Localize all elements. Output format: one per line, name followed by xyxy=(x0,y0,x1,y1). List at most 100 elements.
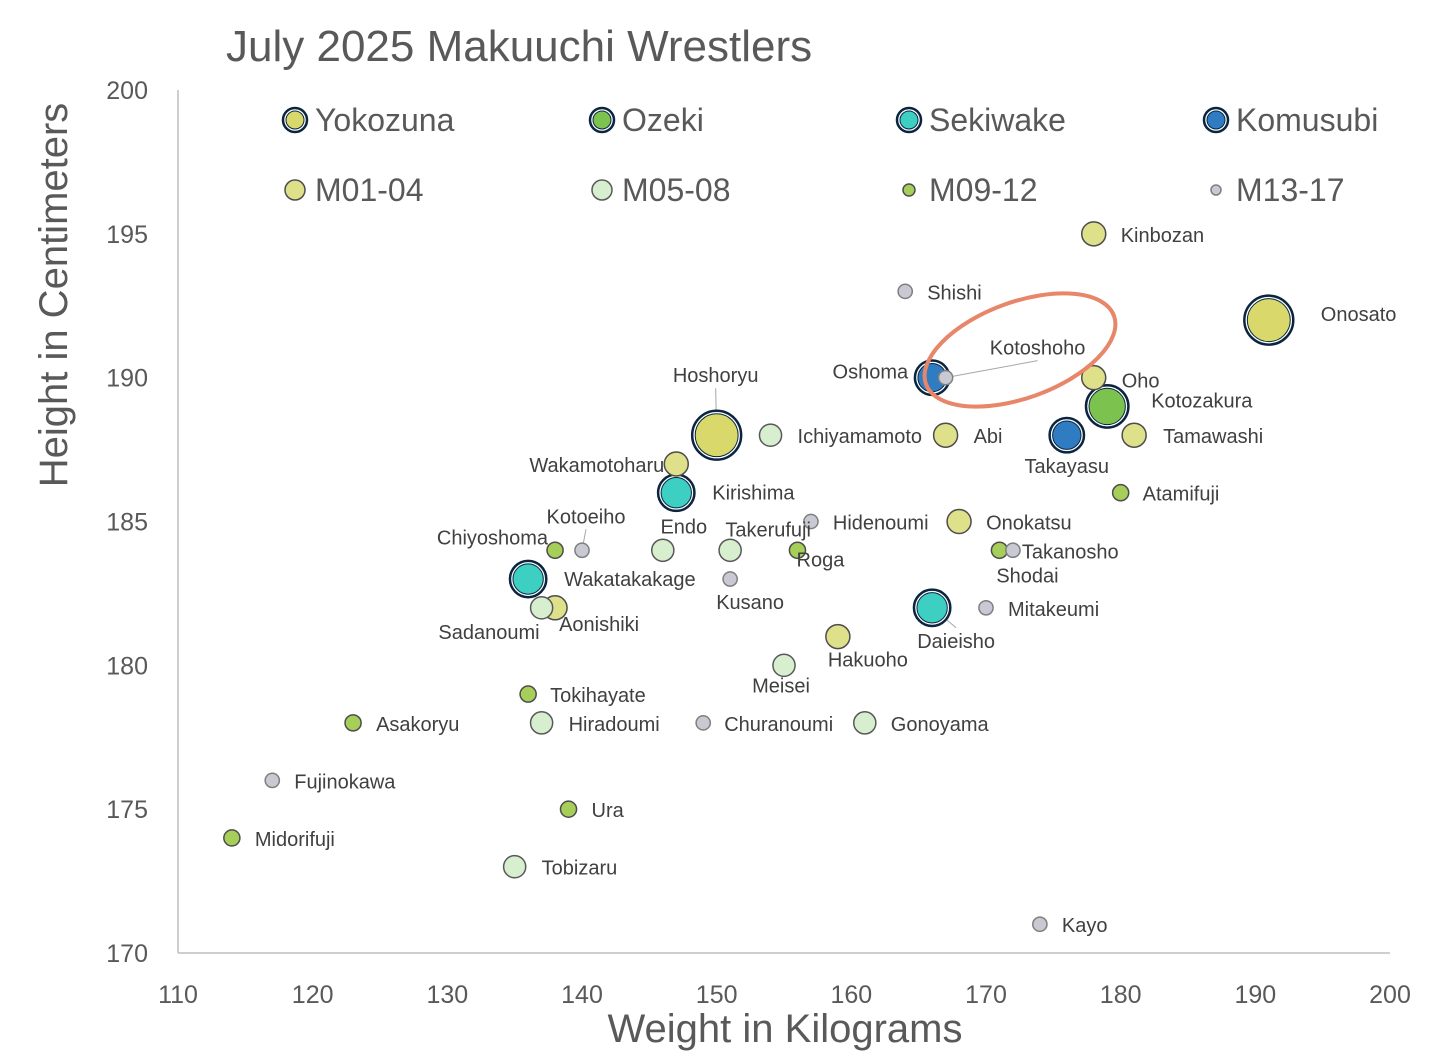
leader-kotoshoho xyxy=(945,360,1038,379)
label-gonoyama: Gonoyama xyxy=(891,714,990,736)
label-kinbozan: Kinbozan xyxy=(1121,225,1204,247)
point-takerufuji xyxy=(718,538,742,563)
label-endo: Endo xyxy=(660,516,707,538)
point-tamawashi xyxy=(1121,422,1147,448)
legend-item-komusubi: Komusubi xyxy=(1202,102,1378,138)
legend-item-m01-04: M01-04 xyxy=(284,172,424,208)
label-takerufuji: Takerufuji xyxy=(725,519,811,541)
highlight-ellipse xyxy=(922,291,1118,409)
label-takayasu: Takayasu xyxy=(1025,456,1110,478)
label-kotoeiho: Kotoeiho xyxy=(547,506,626,528)
point-onosato xyxy=(1243,294,1295,346)
y-tick-190: 190 xyxy=(106,365,148,393)
label-tamawashi: Tamawashi xyxy=(1163,426,1263,448)
point-meisei xyxy=(772,653,796,678)
label-hakuoho: Hakuoho xyxy=(828,650,908,672)
legend-swatch xyxy=(1210,184,1222,196)
label-tokihayate: Tokihayate xyxy=(550,685,646,707)
legend-label: Ozeki xyxy=(622,102,704,138)
legend-item-yokozuna: Yokozuna xyxy=(281,102,455,138)
point-kirishima xyxy=(656,473,696,513)
legend-label: M13-17 xyxy=(1236,172,1345,208)
label-shodai: Shodai xyxy=(996,565,1058,587)
label-oshoma: Oshoma xyxy=(833,362,909,384)
label-kusano: Kusano xyxy=(716,592,784,614)
legend-label: Yokozuna xyxy=(315,102,455,138)
label-atamifuji: Atamifuji xyxy=(1143,484,1220,506)
y-tick-185: 185 xyxy=(106,509,148,537)
point-shishi xyxy=(897,283,914,300)
point-gonoyama xyxy=(852,711,877,735)
label-kayo: Kayo xyxy=(1062,915,1108,937)
point-hakuoho xyxy=(825,623,851,650)
point-takanosho xyxy=(1005,542,1021,559)
legend-label: M01-04 xyxy=(315,172,424,208)
x-tick-130: 130 xyxy=(426,981,468,1009)
x-tick-190: 190 xyxy=(1234,981,1276,1009)
legend-swatch xyxy=(284,179,306,201)
x-tick-120: 120 xyxy=(292,981,334,1009)
x-tick-labels: 110 120 130 140 150 160 170 180 190 200 xyxy=(158,981,1411,1009)
legend-item-m13-17: M13-17 xyxy=(1210,172,1345,208)
x-axis-title: Weight in Kilograms xyxy=(608,1007,963,1051)
label-midorifuji: Midorifuji xyxy=(255,829,335,851)
point-abi xyxy=(932,422,959,448)
label-tobizaru: Tobizaru xyxy=(542,858,618,880)
point-daieisho xyxy=(912,588,952,628)
legend-swatch xyxy=(902,183,916,197)
label-wakatakakage: Wakatakakage xyxy=(564,569,696,591)
label-wakamotoharu: Wakamotoharu xyxy=(529,455,664,477)
label-kirishima: Kirishima xyxy=(712,483,795,505)
label-aonishiki: Aonishiki xyxy=(559,614,639,636)
x-tick-200: 200 xyxy=(1369,981,1411,1009)
label-asakoryu: Asakoryu xyxy=(376,714,459,736)
point-churanoumi xyxy=(695,715,712,731)
point-ichiyamamoto xyxy=(758,423,783,448)
y-tick-labels: 170 175 180 185 190 195 200 xyxy=(106,77,148,968)
point-kotoeiho xyxy=(574,542,590,559)
label-hiradoumi: Hiradoumi xyxy=(569,714,660,736)
point-tobizaru xyxy=(502,854,527,879)
x-tick-150: 150 xyxy=(696,981,738,1009)
label-kotoshoho: Kotoshoho xyxy=(990,338,1086,360)
point-hiradoumi xyxy=(529,711,554,735)
y-tick-200: 200 xyxy=(106,77,148,105)
label-hoshoryu: Hoshoryu xyxy=(673,365,759,387)
legend-label: M09-12 xyxy=(929,172,1038,208)
legend-item-sekiwake: Sekiwake xyxy=(895,102,1066,138)
point-mitakeumi xyxy=(978,599,994,616)
label-abi: Abi xyxy=(974,426,1003,448)
label-kotozakura: Kotozakura xyxy=(1151,390,1253,412)
y-tick-175: 175 xyxy=(106,796,148,824)
point-sadanoumi xyxy=(529,595,554,620)
legend-item-ozeki: Ozeki xyxy=(588,102,704,138)
x-tick-140: 140 xyxy=(561,981,603,1009)
label-fujinokawa: Fujinokawa xyxy=(294,771,396,793)
point-fujinokawa xyxy=(264,772,281,789)
y-axis-title: Height in Centimeters xyxy=(32,103,76,488)
legend: Yokozuna Ozeki Sekiwake Komusubi M01-04 M05-0… xyxy=(281,102,1378,208)
label-ura: Ura xyxy=(592,800,625,822)
point-endo xyxy=(650,538,675,563)
point-atamifuji xyxy=(1111,483,1130,502)
legend-item-m09-12: M09-12 xyxy=(902,172,1038,208)
point-wakatakakage xyxy=(508,559,548,599)
label-chiyoshoma: Chiyoshoma xyxy=(437,527,549,549)
point-ura xyxy=(559,800,578,818)
data-point-labels: Hoshoryu Onosato Kotozakura Kirishima Wakata… xyxy=(255,225,1397,937)
y-tick-180: 180 xyxy=(106,652,148,680)
label-onokatsu: Onokatsu xyxy=(986,513,1072,535)
point-wakamotoharu xyxy=(663,451,690,477)
point-kayo xyxy=(1032,916,1048,933)
label-ichiyamamoto: Ichiyamamoto xyxy=(798,426,923,448)
label-mitakeumi: Mitakeumi xyxy=(1008,599,1099,621)
y-tick-170: 170 xyxy=(106,940,148,968)
label-roga: Roga xyxy=(797,549,846,571)
point-hoshoryu xyxy=(690,409,743,461)
point-onokatsu xyxy=(946,508,972,535)
label-sadanoumi: Sadanoumi xyxy=(438,622,539,644)
point-midorifuji xyxy=(223,829,241,847)
data-points xyxy=(223,221,1295,933)
legend-swatch xyxy=(591,179,613,201)
